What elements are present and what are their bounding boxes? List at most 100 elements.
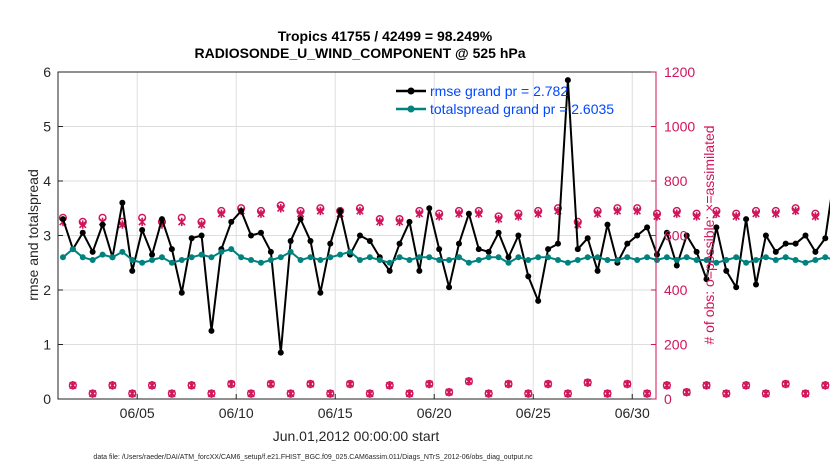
totalspread-point — [584, 254, 591, 261]
totalspread-point — [446, 257, 453, 264]
y-left-tick-label: 5 — [43, 119, 51, 135]
rmse-point — [119, 199, 126, 206]
rmse-point — [812, 248, 819, 255]
totalspread-point — [455, 254, 462, 261]
y-right-tick-label: 600 — [664, 228, 688, 244]
obs-assimilated-point — [564, 389, 572, 398]
totalspread-point — [277, 254, 284, 261]
obs-assimilated-point — [603, 389, 612, 398]
rmse-point — [535, 297, 542, 304]
totalspread-point — [168, 259, 175, 266]
rmse-point — [792, 240, 799, 247]
y-left-tick-label: 6 — [43, 64, 51, 80]
totalspread-point — [822, 254, 829, 261]
totalspread-point — [59, 254, 66, 261]
obs-assimilated-point — [791, 206, 800, 216]
rmse-point — [356, 232, 363, 239]
rmse-point — [733, 284, 740, 291]
totalspread-point — [376, 257, 383, 264]
obs-assimilated-point — [643, 389, 651, 398]
rmse-point — [644, 224, 651, 231]
rmse-point — [624, 240, 631, 247]
totalspread-point — [535, 254, 542, 261]
y-right-tick-label: 1000 — [664, 119, 695, 135]
obs-assimilated-point — [633, 206, 641, 216]
obs-assimilated-point — [534, 209, 542, 218]
totalspread-point — [683, 254, 690, 261]
totalspread-point — [802, 259, 809, 266]
rmse-point — [238, 207, 245, 214]
totalspread-point — [653, 257, 660, 264]
obs-assimilated-point — [722, 389, 731, 398]
rmse-point — [762, 232, 769, 239]
y-right-tick-label: 1200 — [664, 64, 695, 80]
obs-assimilated-point — [356, 206, 364, 216]
obs-assimilated-point — [306, 379, 315, 389]
totalspread-point — [69, 246, 76, 253]
x-axis: 06/05 06/10 06/15 06/20 06/25 06/30 — [120, 394, 650, 421]
rmse-point — [337, 207, 344, 214]
rmse-point — [406, 218, 413, 225]
obs-assimilated-point — [177, 217, 186, 227]
obs-assimilated-point — [702, 381, 711, 390]
obs-assimilated-point — [504, 379, 513, 389]
totalspread-point — [366, 254, 373, 261]
rmse-point — [802, 232, 809, 239]
totalspread-point — [158, 254, 165, 261]
y-axis-right-label: # of obs: o=possible; ×=assimilated — [701, 125, 717, 344]
totalspread-point — [525, 257, 532, 264]
totalspread-point — [604, 257, 611, 264]
x-tick-label: 06/30 — [615, 405, 650, 421]
obs-assimilated-point — [78, 220, 87, 229]
obs-assimilated-point — [821, 381, 830, 390]
rmse-point — [752, 281, 759, 288]
y-axis-left-label: rmse and totalspread — [25, 169, 41, 301]
obs-assimilated-point — [346, 379, 354, 389]
obs-assimilated-point — [187, 381, 196, 390]
obs-assimilated-point — [415, 209, 424, 218]
totalspread-point — [178, 257, 185, 264]
y-left-tick-label: 0 — [43, 391, 51, 407]
totalspread-point — [574, 257, 581, 264]
obs-assimilated-point — [148, 381, 156, 390]
rmse-point — [99, 221, 106, 228]
totalspread-point — [663, 254, 670, 261]
obs-count-series — [58, 201, 830, 398]
totalspread-point — [505, 259, 512, 266]
totalspread-point — [475, 257, 482, 264]
rmse-point — [693, 248, 700, 255]
totalspread-point — [109, 254, 116, 261]
legend-spread-label: totalspread grand pr = 2.6035 — [430, 101, 614, 117]
rmse-point — [436, 246, 443, 253]
rmse-point — [287, 237, 294, 244]
totalspread-point — [218, 248, 225, 255]
obs-assimilated-point — [762, 389, 770, 398]
rmse-point — [248, 232, 255, 239]
totalspread-point — [465, 259, 472, 266]
rmse-point — [386, 267, 393, 274]
rmse-point — [554, 240, 561, 247]
y-left-tick-label: 3 — [43, 228, 51, 244]
x-tick-label: 06/20 — [417, 405, 452, 421]
rmse-point — [416, 267, 423, 274]
y-right-tick-label: 0 — [664, 391, 672, 407]
obs-assimilated-point — [257, 209, 265, 218]
totalspread-point — [347, 248, 354, 255]
rmse-point — [178, 289, 185, 296]
totalspread-point — [307, 254, 314, 261]
totalspread-point — [752, 257, 759, 264]
obs-assimilated-point — [593, 209, 602, 218]
totalspread-point — [564, 259, 571, 266]
obs-assimilated-point — [811, 212, 820, 221]
rmse-point — [139, 227, 146, 234]
obs-assimilated-point — [732, 212, 740, 221]
rmse-point — [525, 273, 532, 280]
rmse-point — [584, 235, 591, 242]
rmse-point — [396, 240, 403, 247]
rmse-point — [149, 251, 156, 258]
chart-title-line-1: Tropics 41755 / 42499 = 98.249% — [278, 28, 493, 44]
rmse-point — [723, 267, 730, 274]
obs-assimilated-point — [395, 217, 404, 227]
totalspread-point — [89, 257, 96, 264]
rmse-point — [366, 237, 373, 244]
